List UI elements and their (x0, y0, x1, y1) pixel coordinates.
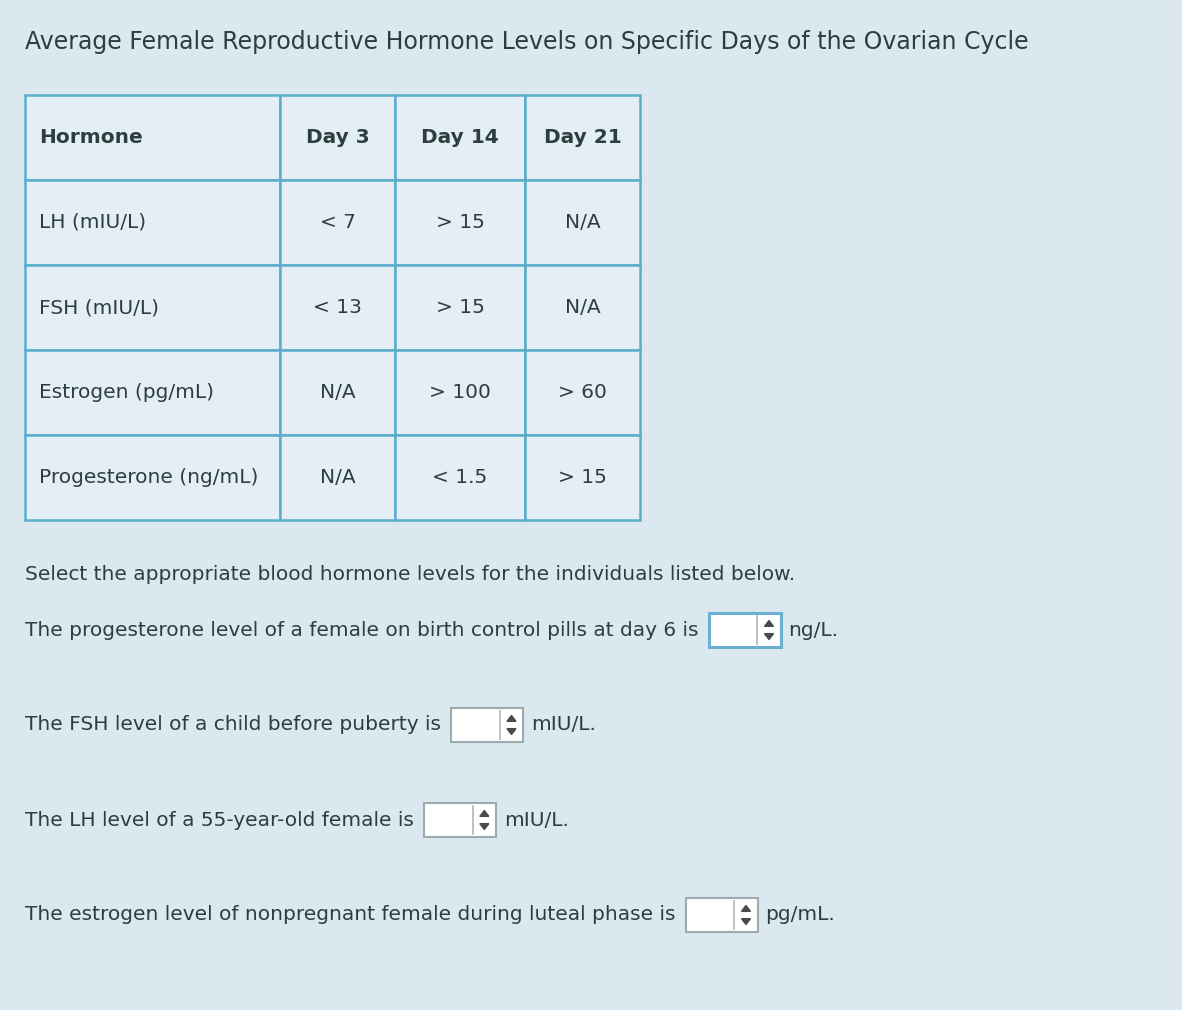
Text: > 15: > 15 (558, 468, 606, 487)
Bar (25, 95, 280, 180)
Text: N/A: N/A (565, 298, 600, 317)
Text: < 13: < 13 (313, 298, 362, 317)
Bar (280, 350, 395, 435)
Polygon shape (480, 810, 489, 816)
Bar (424, 803, 496, 837)
Text: LH (mIU/L): LH (mIU/L) (39, 213, 147, 232)
Text: ng/L.: ng/L. (788, 620, 838, 639)
Text: Progesterone (ng/mL): Progesterone (ng/mL) (39, 468, 259, 487)
Bar (395, 350, 525, 435)
Text: > 15: > 15 (435, 298, 485, 317)
Bar (280, 435, 395, 520)
Text: > 100: > 100 (429, 383, 491, 402)
Bar (280, 265, 395, 350)
Bar (280, 95, 395, 180)
Bar (525, 180, 639, 265)
Polygon shape (765, 620, 773, 626)
Polygon shape (741, 906, 751, 911)
Text: > 60: > 60 (558, 383, 606, 402)
Text: > 15: > 15 (435, 213, 485, 232)
Text: pg/mL.: pg/mL. (766, 906, 836, 924)
Text: mIU/L.: mIU/L. (531, 715, 596, 734)
Text: The LH level of a 55-year-old female is: The LH level of a 55-year-old female is (25, 810, 414, 829)
Bar (395, 95, 525, 180)
Text: Average Female Reproductive Hormone Levels on Specific Days of the Ovarian Cycle: Average Female Reproductive Hormone Leve… (25, 30, 1028, 54)
Text: N/A: N/A (319, 468, 356, 487)
Bar (525, 95, 639, 180)
Bar (525, 435, 639, 520)
Text: Day 14: Day 14 (421, 128, 499, 147)
Bar (452, 708, 522, 742)
Text: mIU/L.: mIU/L. (504, 810, 569, 829)
Text: The progesterone level of a female on birth control pills at day 6 is: The progesterone level of a female on bi… (25, 620, 699, 639)
Bar (395, 435, 525, 520)
Polygon shape (765, 633, 773, 639)
Bar (395, 265, 525, 350)
Text: Estrogen (pg/mL): Estrogen (pg/mL) (39, 383, 214, 402)
Text: The FSH level of a child before puberty is: The FSH level of a child before puberty … (25, 715, 441, 734)
Text: Select the appropriate blood hormone levels for the individuals listed below.: Select the appropriate blood hormone lev… (25, 565, 795, 584)
Polygon shape (741, 919, 751, 924)
Bar (708, 613, 780, 647)
Text: N/A: N/A (319, 383, 356, 402)
Polygon shape (507, 715, 517, 721)
Bar (525, 265, 639, 350)
Bar (280, 180, 395, 265)
Text: < 7: < 7 (319, 213, 356, 232)
Text: The estrogen level of nonpregnant female during luteal phase is: The estrogen level of nonpregnant female… (25, 906, 675, 924)
Bar (25, 435, 280, 520)
Text: Day 3: Day 3 (306, 128, 369, 147)
Text: N/A: N/A (565, 213, 600, 232)
Polygon shape (507, 728, 517, 734)
Text: FSH (mIU/L): FSH (mIU/L) (39, 298, 160, 317)
Bar (25, 265, 280, 350)
Text: Hormone: Hormone (39, 128, 143, 147)
Bar (525, 350, 639, 435)
Polygon shape (480, 823, 489, 829)
Bar (25, 180, 280, 265)
Bar (686, 898, 758, 932)
Text: < 1.5: < 1.5 (433, 468, 488, 487)
Bar (25, 350, 280, 435)
Text: Day 21: Day 21 (544, 128, 622, 147)
Bar (395, 180, 525, 265)
